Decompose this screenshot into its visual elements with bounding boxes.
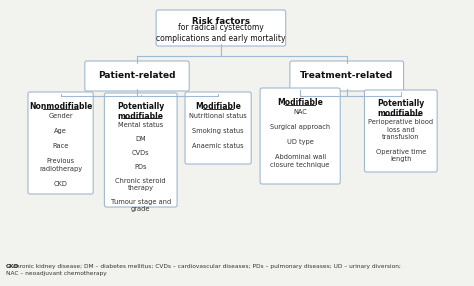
FancyBboxPatch shape bbox=[365, 90, 437, 172]
FancyBboxPatch shape bbox=[185, 92, 251, 164]
Text: Potentially
modifiable: Potentially modifiable bbox=[377, 99, 424, 118]
Text: Perioperative blood
loss and
transfusion

Operative time
length: Perioperative blood loss and transfusion… bbox=[368, 119, 433, 162]
FancyBboxPatch shape bbox=[260, 88, 340, 184]
Text: Potentially
modifiable: Potentially modifiable bbox=[117, 102, 164, 121]
FancyBboxPatch shape bbox=[85, 61, 189, 91]
FancyBboxPatch shape bbox=[156, 10, 286, 46]
FancyBboxPatch shape bbox=[104, 93, 177, 207]
Text: Risk factors: Risk factors bbox=[192, 17, 250, 27]
Text: Patient-related: Patient-related bbox=[98, 72, 176, 80]
Text: NAC

Surgical approach

UD type

Abdominal wall
closure technique: NAC Surgical approach UD type Abdominal … bbox=[270, 109, 330, 168]
Text: Treatment-related: Treatment-related bbox=[300, 72, 393, 80]
Text: Nonmodifiable: Nonmodifiable bbox=[29, 102, 92, 111]
FancyBboxPatch shape bbox=[28, 92, 93, 194]
Text: – chronic kidney disease; DM – diabetes mellitus; CVDs – cardiovascular diseases: – chronic kidney disease; DM – diabetes … bbox=[6, 264, 401, 276]
FancyBboxPatch shape bbox=[290, 61, 403, 91]
Text: CKD: CKD bbox=[6, 264, 19, 269]
Text: Nutritional status

Smoking status

Anaemic status: Nutritional status Smoking status Anaemi… bbox=[189, 113, 247, 149]
Text: Modifiable: Modifiable bbox=[277, 98, 323, 107]
Text: for radical cystectomy
complications and early mortality: for radical cystectomy complications and… bbox=[156, 23, 286, 43]
Text: Mental status

DM

CVDs

PDs

Chronic steroid
therapy

Tumour stage and
grade: Mental status DM CVDs PDs Chronic steroi… bbox=[110, 122, 171, 212]
Text: Modifiable: Modifiable bbox=[195, 102, 241, 111]
Text: Gender

Age

Race

Previous
radiotherapy

CKD: Gender Age Race Previous radiotherapy CK… bbox=[39, 113, 82, 186]
